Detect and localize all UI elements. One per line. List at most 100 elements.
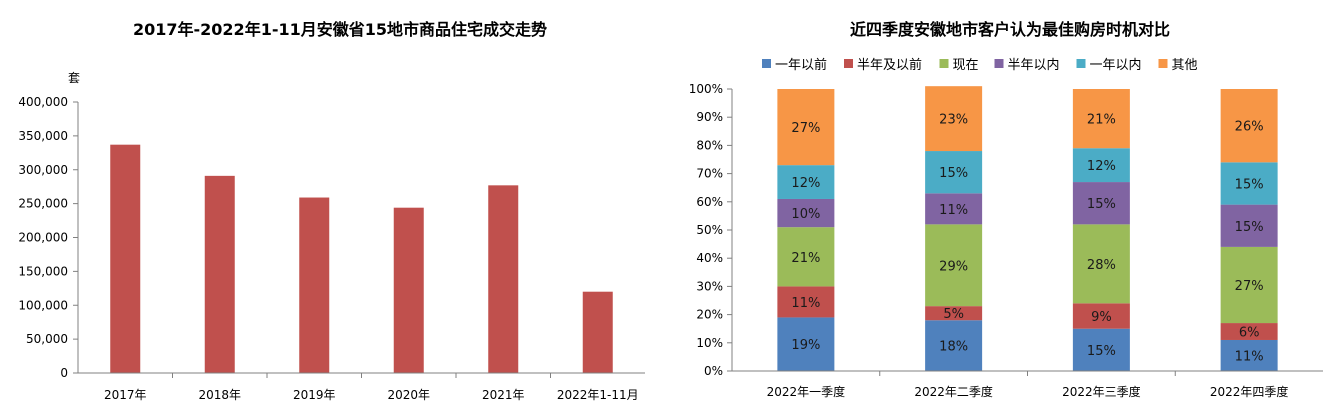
- segment-value-label: 26%: [1235, 120, 1264, 135]
- left-y-unit-label: 套: [68, 71, 80, 85]
- legend-label: 一年以前: [775, 57, 827, 73]
- right-y-tick-label: 50%: [696, 223, 723, 237]
- segment-value-label: 28%: [1087, 258, 1116, 273]
- segment-value-label: 15%: [1235, 177, 1264, 192]
- left-y-tick-label: 50,000: [26, 332, 68, 346]
- right-chart-title: 近四季度安徽地市客户认为最佳购房时机对比: [850, 20, 1170, 39]
- left-chart-title: 2017年-2022年1-11月安徽省15地市商品住宅成交走势: [133, 20, 547, 39]
- stacked-segment: [1220, 89, 1278, 163]
- right-y-tick-label: 30%: [696, 279, 723, 293]
- segment-value-label: 23%: [939, 113, 968, 128]
- segment-value-label: 15%: [939, 166, 968, 181]
- stacked-segment: [925, 193, 983, 225]
- segment-value-label: 27%: [791, 121, 820, 136]
- right-y-tick-label: 20%: [696, 308, 723, 322]
- legend-swatch: [939, 59, 949, 68]
- left-y-tick-label: 150,000: [18, 264, 68, 278]
- stacked-segment: [777, 227, 835, 287]
- stacked-segment: [777, 286, 835, 318]
- left-y-tick-label: 200,000: [18, 231, 68, 245]
- stacked-segment: [1072, 328, 1130, 371]
- legend-label: 半年及以前: [857, 57, 922, 73]
- segment-value-label: 12%: [1087, 159, 1116, 174]
- segment-value-label: 27%: [1235, 279, 1264, 294]
- stacked-segment: [777, 317, 835, 371]
- right-y-tick-label: 80%: [696, 138, 723, 152]
- left-bar: [110, 144, 141, 373]
- stacked-segment: [1220, 339, 1278, 371]
- right-y-tick-label: 60%: [696, 195, 723, 209]
- legend-swatch: [994, 59, 1004, 68]
- right-y-tick-label: 0%: [704, 364, 723, 378]
- legend-label: 其他: [1172, 58, 1198, 73]
- right-x-tick-label: 2022年一季度: [767, 384, 846, 399]
- stacked-segment: [1072, 182, 1130, 225]
- right-y-tick-label: 100%: [689, 82, 723, 96]
- purchase-timing-stacked-chart: 近四季度安徽地市客户认为最佳购房时机对比 一年以前 半年及以前 现在 半年以内 一年以内…: [689, 20, 1323, 399]
- segment-value-label: 15%: [1235, 220, 1264, 235]
- segment-value-label: 21%: [791, 251, 820, 266]
- stacked-segment: [1220, 246, 1278, 324]
- segment-value-label: 9%: [1091, 310, 1112, 325]
- segment-value-label: 15%: [1087, 197, 1116, 212]
- segment-value-label: 18%: [939, 340, 968, 355]
- left-bar: [393, 207, 424, 373]
- right-y-tick-label: 70%: [696, 167, 723, 181]
- stacked-segment: [1072, 148, 1130, 183]
- left-x-tick-label: 2017年: [104, 388, 147, 402]
- stacked-segment: [925, 86, 983, 152]
- left-y-tick-label: 100,000: [18, 298, 68, 312]
- stacked-segment: [925, 306, 983, 321]
- stacked-segment: [1072, 89, 1130, 149]
- right-x-tick-label: 2022年二季度: [914, 384, 993, 399]
- legend-swatch: [844, 59, 853, 68]
- left-y-tick-label: 300,000: [18, 163, 68, 177]
- legend-label: 半年以内: [1008, 57, 1060, 73]
- segment-value-label: 11%: [1235, 349, 1264, 364]
- stacked-segment: [1072, 303, 1130, 329]
- legend-label: 一年以内: [1090, 57, 1142, 73]
- left-x-tick-label: 2022年1-11月: [557, 388, 639, 402]
- segment-value-label: 21%: [1087, 113, 1116, 128]
- left-x-tick-label: 2020年: [387, 388, 430, 402]
- stacked-segment: [777, 198, 835, 228]
- stacked-segment: [925, 320, 983, 371]
- segment-value-label: 5%: [943, 307, 964, 322]
- right-x-tick-label: 2022年三季度: [1062, 384, 1141, 399]
- segment-value-label: 6%: [1239, 326, 1260, 341]
- stacked-segment: [777, 89, 835, 166]
- legend-swatch: [1076, 59, 1086, 68]
- legend: 一年以前 半年及以前 现在 半年以内 一年以内 其他: [762, 57, 1198, 73]
- left-bar: [488, 185, 519, 373]
- legend-swatch: [762, 59, 771, 68]
- segment-value-label: 29%: [939, 259, 968, 274]
- right-x-tick-label: 2022年四季度: [1210, 384, 1289, 399]
- left-bar: [204, 175, 235, 373]
- left-y-tick-label: 400,000: [18, 95, 68, 109]
- legend-label: 现在: [953, 58, 979, 73]
- segment-value-label: 19%: [791, 338, 820, 353]
- segment-value-label: 10%: [791, 207, 820, 222]
- segment-value-label: 11%: [939, 203, 968, 218]
- legend-swatch: [1158, 59, 1168, 68]
- left-x-tick-label: 2019年: [293, 388, 336, 402]
- stacked-segment: [1220, 323, 1278, 340]
- segment-value-label: 15%: [1087, 344, 1116, 359]
- right-y-tick-label: 90%: [696, 110, 723, 124]
- stacked-segment: [1220, 162, 1278, 205]
- stacked-segment: [1072, 224, 1130, 304]
- left-bar: [299, 197, 330, 373]
- left-y-tick-label: 250,000: [18, 197, 68, 211]
- stacked-segment: [925, 151, 983, 194]
- left-bar: [582, 291, 613, 373]
- left-y-tick-label: 0: [60, 366, 68, 380]
- stacked-segment: [1220, 204, 1278, 247]
- stacked-segment: [777, 165, 835, 199]
- right-y-tick-label: 40%: [696, 251, 723, 265]
- right-y-tick-label: 10%: [696, 336, 723, 350]
- segment-value-label: 12%: [791, 176, 820, 191]
- left-x-tick-label: 2018年: [198, 388, 241, 402]
- segment-value-label: 11%: [791, 296, 820, 311]
- annual-sales-bar-chart: 2017年-2022年1-11月安徽省15地市商品住宅成交走势 套 0 50,00…: [18, 20, 645, 402]
